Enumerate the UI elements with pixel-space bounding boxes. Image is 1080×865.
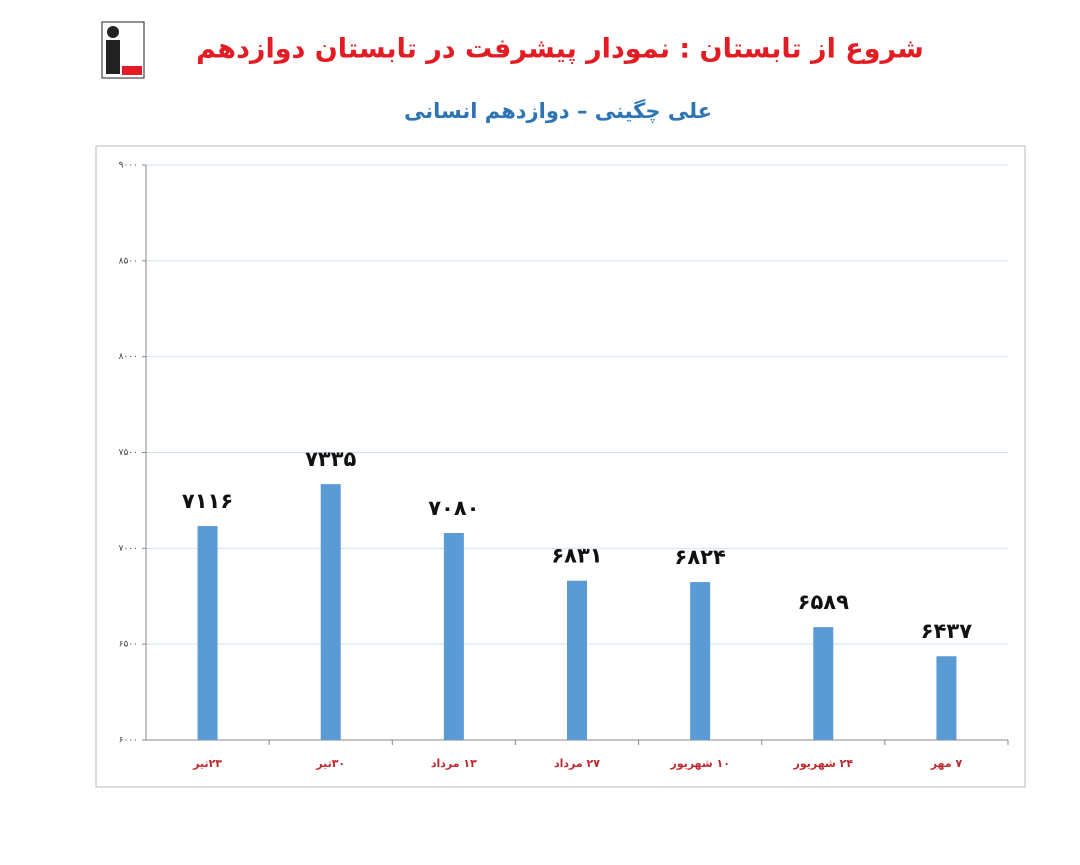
bar: [813, 627, 834, 740]
x-tick-label: ۲۳تیر: [192, 757, 222, 770]
x-tick-label: ۲۷ مرداد: [554, 757, 600, 770]
x-tick-label: ۷ مهر: [930, 757, 963, 770]
data-label: ۶۸۲۴: [675, 545, 726, 569]
chart-title: شروع از تابستان : نمودار پیشرفت در تابست…: [196, 34, 924, 65]
x-tick-label: ۳۰تیر: [315, 757, 345, 770]
data-label: ۷۰۸۰: [428, 496, 479, 520]
bar: [197, 526, 218, 740]
y-tick-label: ۶۵۰۰: [119, 640, 138, 650]
y-tick-label: ۶۰۰۰: [119, 736, 138, 746]
y-tick-label: ۸۵۰۰: [119, 256, 138, 266]
bar: [690, 582, 711, 740]
x-tick-label: ۱۳ مرداد: [431, 757, 477, 770]
bar: [443, 533, 464, 740]
data-label: ۶۸۳۱: [551, 544, 602, 568]
data-label: ۷۳۳۵: [305, 447, 356, 471]
x-tick-label: ۱۰ شهریور: [669, 757, 730, 770]
data-label: ۶۵۸۹: [798, 590, 849, 614]
chart-subtitle: علی چگینی – دوازدهم انسانی: [404, 98, 712, 123]
y-tick-label: ۹۰۰۰: [119, 161, 138, 171]
x-tick-label: ۲۴ شهریور: [793, 757, 854, 770]
chart-frame: [95, 145, 1026, 788]
y-tick-label: ۷۵۰۰: [119, 448, 138, 458]
bar: [936, 656, 957, 740]
logo: [101, 21, 145, 79]
y-tick-label: ۷۰۰۰: [119, 544, 138, 554]
bar: [320, 484, 341, 740]
y-tick-label: ۸۰۰۰: [119, 352, 138, 362]
bar: [567, 580, 587, 740]
data-label: ۷۱۱۶: [182, 489, 233, 513]
data-label: ۶۴۳۷: [921, 619, 972, 643]
